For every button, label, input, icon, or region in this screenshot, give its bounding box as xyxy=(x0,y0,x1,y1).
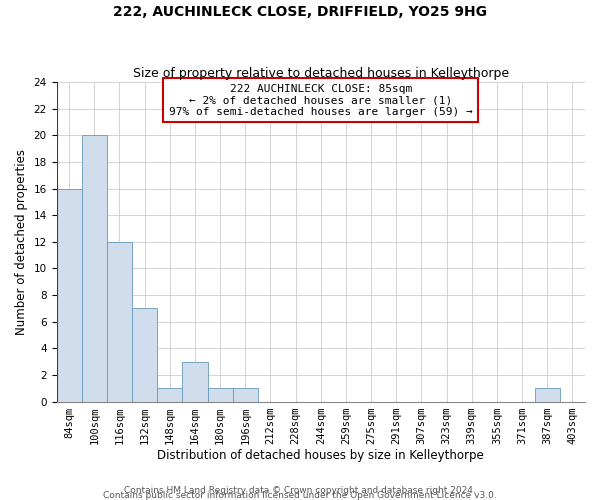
Text: 222, AUCHINLECK CLOSE, DRIFFIELD, YO25 9HG: 222, AUCHINLECK CLOSE, DRIFFIELD, YO25 9… xyxy=(113,5,487,19)
Bar xyxy=(56,188,82,402)
Text: 222 AUCHINLECK CLOSE: 85sqm
← 2% of detached houses are smaller (1)
97% of semi-: 222 AUCHINLECK CLOSE: 85sqm ← 2% of deta… xyxy=(169,84,473,117)
Bar xyxy=(157,388,182,402)
Bar xyxy=(107,242,132,402)
Title: Size of property relative to detached houses in Kelleythorpe: Size of property relative to detached ho… xyxy=(133,66,509,80)
Bar xyxy=(182,362,208,402)
Bar xyxy=(233,388,258,402)
Bar xyxy=(535,388,560,402)
Y-axis label: Number of detached properties: Number of detached properties xyxy=(15,149,28,335)
Text: Contains public sector information licensed under the Open Government Licence v3: Contains public sector information licen… xyxy=(103,490,497,500)
Bar xyxy=(132,308,157,402)
Bar xyxy=(82,136,107,402)
Text: Contains HM Land Registry data © Crown copyright and database right 2024.: Contains HM Land Registry data © Crown c… xyxy=(124,486,476,495)
Bar xyxy=(208,388,233,402)
X-axis label: Distribution of detached houses by size in Kelleythorpe: Distribution of detached houses by size … xyxy=(157,450,484,462)
